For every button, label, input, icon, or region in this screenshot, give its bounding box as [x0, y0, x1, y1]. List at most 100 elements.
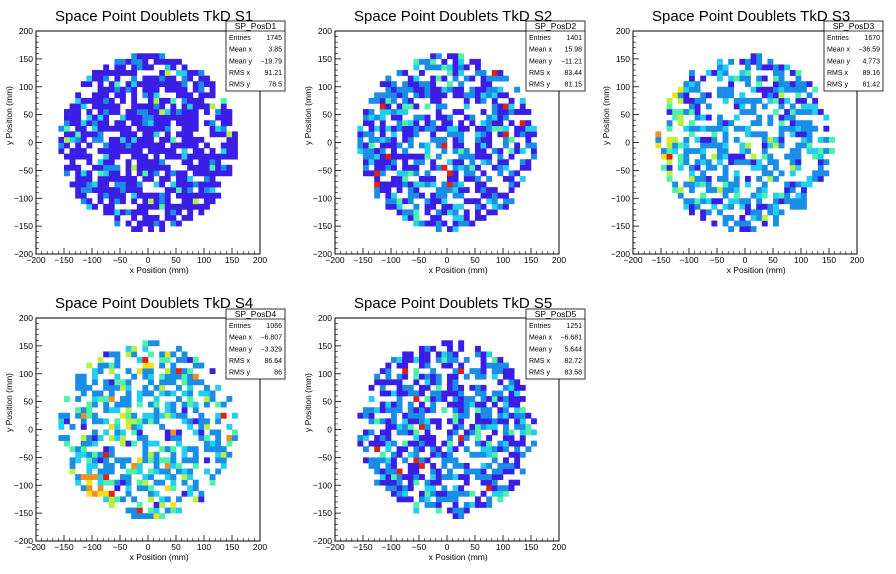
bin-cell — [739, 203, 746, 210]
bin-cell — [92, 114, 98, 121]
bin-cell — [508, 120, 515, 127]
bin-cell — [789, 187, 796, 193]
x-tick-label: −50 — [710, 255, 725, 265]
bin-cell — [519, 418, 526, 425]
bin-cell — [120, 462, 126, 469]
bin-cell — [784, 81, 791, 88]
bin-cell — [458, 136, 465, 143]
bin-cell — [379, 97, 386, 104]
bin-cell — [795, 97, 802, 104]
bin-cell — [689, 198, 695, 205]
bin-cell — [92, 390, 98, 397]
bin-cell — [391, 474, 397, 480]
bin-cell — [368, 384, 375, 391]
bin-cell — [469, 401, 476, 408]
bin-cell — [148, 485, 154, 492]
bin-cell — [176, 187, 182, 193]
bin-cell — [187, 175, 194, 182]
bin-cell — [519, 429, 526, 436]
bin-cell — [424, 440, 431, 447]
bin-cell — [458, 474, 465, 480]
bin-cell — [69, 103, 76, 110]
bin-cell — [385, 75, 392, 82]
bin-cell — [131, 513, 138, 520]
bin-cell — [215, 435, 222, 441]
bin-cell — [164, 507, 171, 514]
bin-cell — [192, 136, 199, 143]
bin-cell — [385, 181, 392, 188]
bin-cell — [385, 362, 392, 369]
bin-cell — [120, 209, 126, 216]
bin-cell — [447, 70, 453, 76]
bin-cell — [447, 457, 453, 464]
bin-cell — [694, 181, 701, 188]
bin-cell — [97, 103, 104, 110]
bin-cell — [458, 58, 465, 65]
bin-cell — [368, 407, 375, 414]
stats-label: RMS x — [229, 70, 251, 77]
bin-cell — [480, 203, 487, 210]
x-tick-label: −150 — [54, 255, 73, 265]
y-axis-label: y Position (mm) — [4, 373, 14, 432]
bin-cell — [176, 170, 182, 177]
bin-cell — [220, 412, 227, 419]
bin-cell — [519, 407, 526, 414]
bin-cell — [192, 109, 199, 115]
bin-cell — [92, 490, 98, 497]
bin-cell — [705, 114, 712, 121]
bin-cell — [486, 187, 493, 193]
bin-cell — [480, 192, 487, 199]
bin-cell — [447, 345, 453, 352]
bin-cell — [209, 181, 216, 188]
bin-cell — [761, 214, 768, 221]
bin-cell — [125, 114, 132, 121]
bin-cell — [733, 159, 740, 166]
bin-cell — [69, 159, 76, 166]
bin-cell — [192, 401, 199, 408]
bin-cell — [80, 435, 87, 441]
bin-cell — [198, 86, 205, 93]
bin-cell — [413, 446, 420, 453]
bin-cell — [187, 92, 194, 99]
bin-cell — [458, 440, 465, 447]
bin-cell — [683, 153, 690, 160]
bin-cell — [181, 92, 188, 99]
bin-cell — [192, 164, 199, 171]
bin-cell — [385, 192, 392, 199]
bin-cell — [114, 209, 121, 216]
bin-cell — [430, 120, 437, 127]
bin-cell — [198, 164, 205, 171]
bin-cell — [159, 203, 166, 210]
bin-cell — [463, 164, 470, 171]
bin-cell — [103, 64, 110, 71]
bin-cell — [778, 120, 785, 127]
bin-cell — [136, 136, 143, 143]
bin-cell — [391, 423, 397, 430]
bin-cell — [458, 187, 465, 193]
bin-cell — [447, 181, 453, 188]
bin-cell — [441, 462, 448, 469]
bin-cell — [447, 451, 453, 458]
bin-cell — [164, 373, 171, 380]
bin-cell — [198, 187, 205, 193]
bin-cell — [430, 490, 437, 497]
bin-cell — [176, 120, 182, 127]
bin-cell — [153, 513, 160, 520]
bin-cell — [463, 103, 470, 110]
bin-cell — [447, 170, 453, 177]
bin-cell — [525, 429, 532, 436]
bin-cell — [97, 468, 104, 475]
bin-cell — [767, 153, 774, 160]
bin-cell — [108, 103, 115, 110]
bin-cell — [159, 159, 166, 166]
bin-cell — [108, 479, 115, 486]
bin-cell — [164, 429, 171, 436]
bin-cell — [103, 490, 110, 497]
bin-cell — [103, 462, 110, 469]
bin-cell — [391, 153, 397, 160]
bin-cell — [689, 175, 695, 182]
bin-cell — [181, 86, 188, 93]
bin-cell — [475, 148, 481, 154]
bin-cell — [192, 451, 199, 458]
bin-cell — [435, 357, 442, 363]
